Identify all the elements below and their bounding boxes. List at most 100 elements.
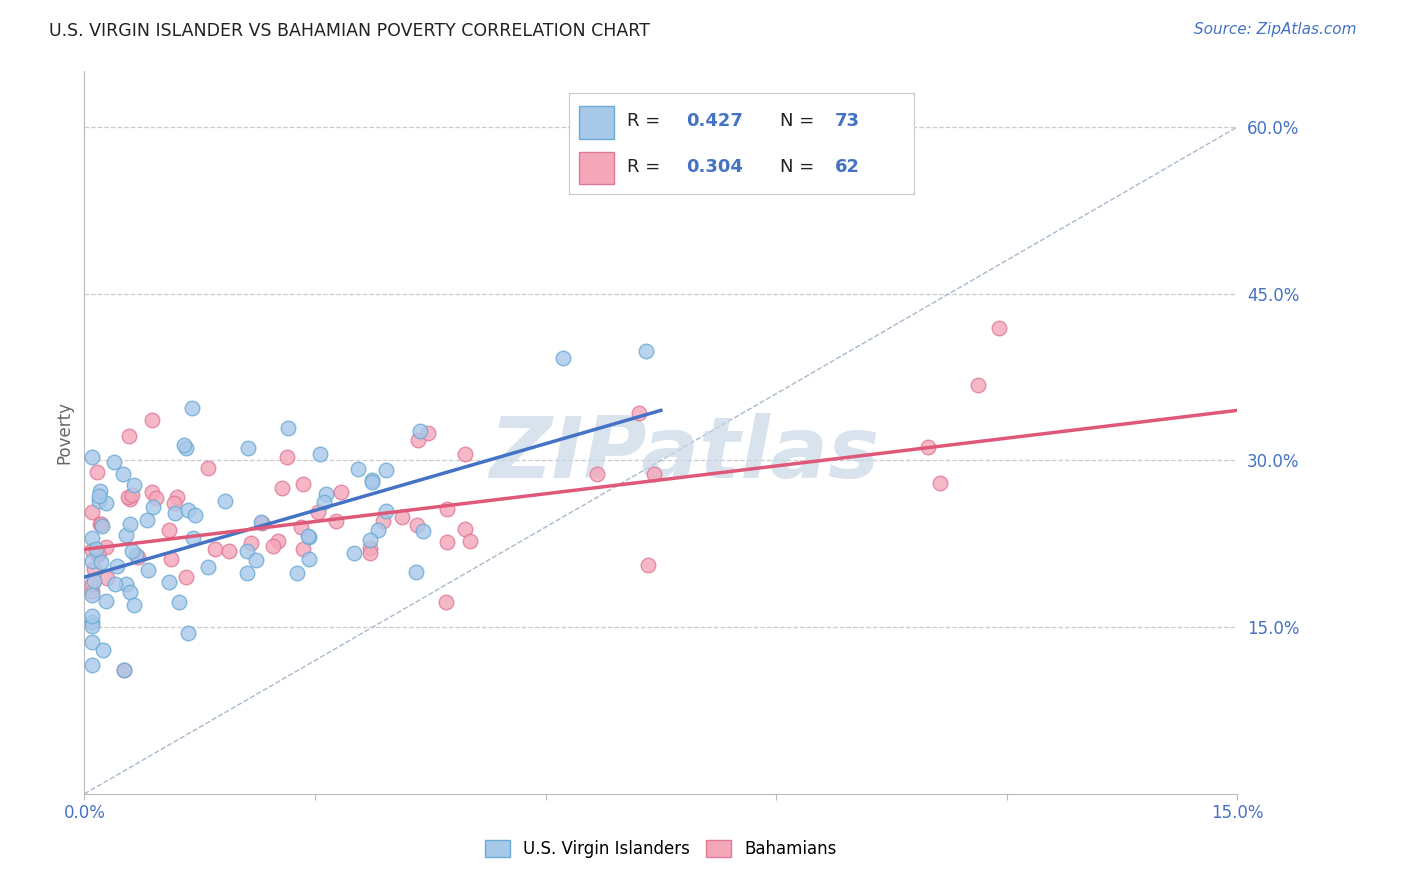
Point (142, 500, 165, 515)
Point (458, 533, 481, 548)
Point (177, 503, 200, 517)
Point (416, 425, 439, 440)
Point (391, 510, 413, 524)
Point (637, 558, 659, 573)
Legend: U.S. Virgin Islanders, Bahamians: U.S. Virgin Islanders, Bahamians (478, 833, 844, 865)
Point (359, 546, 381, 560)
Point (114, 528, 136, 542)
Point (436, 534, 458, 549)
Text: ZIPatlas: ZIPatlas (489, 413, 879, 496)
Point (120, 517, 142, 532)
Point (94, 541, 117, 555)
Point (184, 508, 207, 523)
Point (169, 595, 191, 609)
Point (122, 599, 145, 613)
Point (174, 570, 197, 584)
Point (80, 532, 103, 546)
Point (120, 585, 142, 599)
Point (166, 490, 188, 504)
Point (988, 320, 1011, 334)
Point (141, 485, 163, 500)
Point (90, 555, 112, 569)
Point (238, 441, 260, 455)
Point (204, 541, 226, 556)
Point (122, 478, 145, 492)
Point (112, 663, 135, 677)
Point (83, 562, 105, 576)
Point (157, 523, 180, 537)
Point (117, 490, 139, 504)
Point (373, 514, 395, 528)
Point (89, 516, 111, 531)
Point (297, 529, 319, 543)
Point (80, 584, 103, 599)
Point (163, 496, 186, 510)
Point (163, 507, 186, 521)
Point (267, 534, 290, 549)
Point (120, 492, 142, 507)
Point (180, 401, 202, 415)
Point (173, 438, 195, 452)
Point (80, 657, 103, 672)
Point (276, 450, 298, 464)
Point (87, 489, 110, 503)
Point (262, 539, 284, 553)
Point (375, 463, 398, 477)
Point (145, 491, 167, 506)
Point (346, 462, 368, 476)
Point (174, 441, 197, 455)
Point (967, 377, 990, 392)
Point (412, 524, 434, 539)
Point (96, 571, 118, 585)
Point (121, 544, 143, 558)
Point (176, 626, 198, 640)
Y-axis label: Poverty: Poverty (55, 401, 73, 464)
Point (271, 482, 294, 496)
Point (94, 594, 117, 608)
Point (214, 493, 236, 508)
Point (197, 559, 219, 574)
Point (87, 549, 110, 563)
Point (84, 542, 107, 557)
Point (436, 502, 458, 516)
Point (91, 518, 114, 533)
Point (91, 642, 114, 657)
Point (105, 559, 128, 574)
Point (298, 530, 321, 544)
Point (127, 549, 149, 564)
Point (80, 542, 103, 557)
Point (111, 467, 134, 482)
Point (360, 474, 382, 488)
Point (292, 476, 315, 491)
Point (118, 429, 141, 443)
Point (312, 495, 335, 509)
Point (90, 516, 112, 531)
Point (115, 577, 138, 591)
Point (643, 467, 665, 481)
Point (240, 535, 263, 549)
Point (307, 505, 329, 519)
Point (309, 447, 332, 461)
Point (218, 544, 240, 558)
Point (236, 566, 259, 580)
Point (928, 475, 950, 490)
Point (141, 413, 163, 427)
Point (277, 421, 299, 435)
Point (298, 552, 321, 566)
Point (917, 440, 939, 454)
Point (359, 533, 381, 547)
Point (359, 541, 381, 556)
Point (136, 563, 159, 577)
Point (80, 505, 103, 519)
Point (80, 635, 103, 649)
Point (80, 577, 103, 591)
Point (87, 494, 110, 508)
Point (367, 523, 389, 537)
Point (553, 351, 575, 366)
Point (89, 484, 111, 499)
Point (250, 516, 273, 530)
Point (197, 461, 219, 475)
Point (434, 595, 457, 609)
Point (245, 552, 267, 566)
Point (361, 475, 384, 489)
